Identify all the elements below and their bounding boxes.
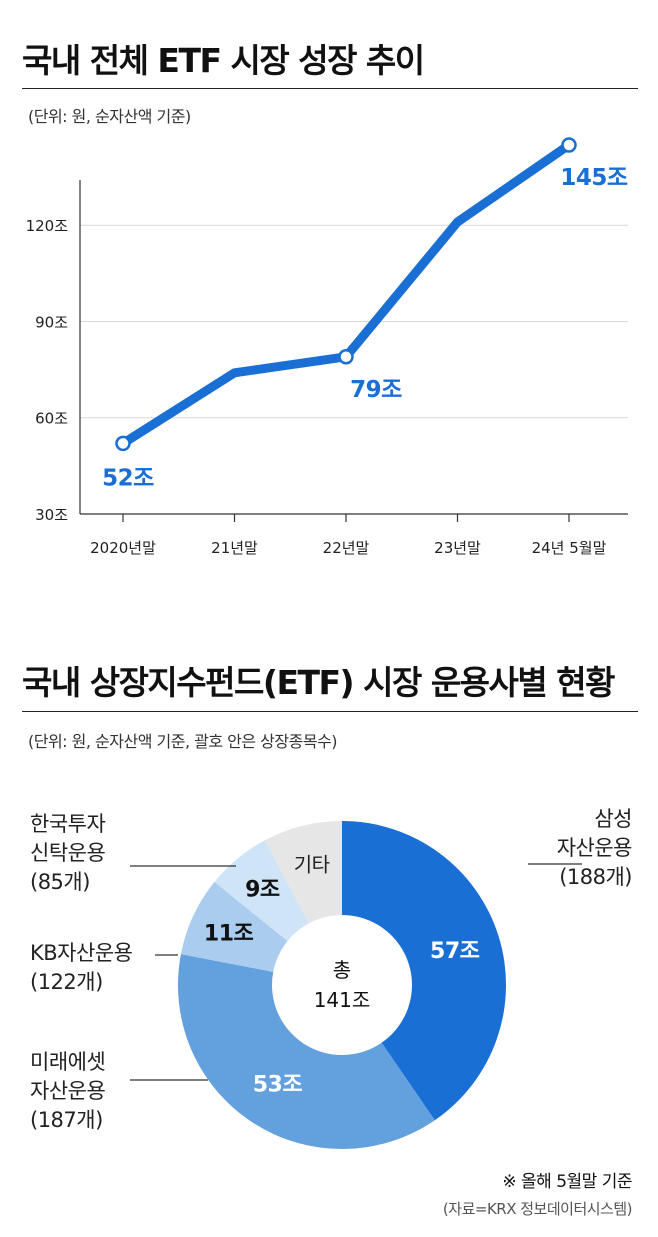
- slice-value-others: 기타: [294, 853, 330, 877]
- slice-value-korea-investment: 9조: [245, 878, 280, 903]
- slice-others: [264, 821, 342, 924]
- x-tick-label: 2020년말: [90, 539, 156, 557]
- slice-samsung: [342, 821, 506, 1121]
- line-chart-unit-note: (단위: 원, 순자산액 기준): [28, 107, 191, 126]
- donut-chart-unit-note: (단위: 원, 순자산액 기준, 괄호 안은 상장종목수): [28, 732, 338, 751]
- slice-korea-investment: [214, 840, 310, 942]
- line-chart: 30조 60조 90조 120조 2020년말 21년말 22년말 23년말 24년 5월말 52…: [26, 137, 628, 557]
- data-point-marker: [338, 349, 354, 365]
- donut-chart-title: 국내 상장지수펀드(ETF) 시장 운용사별 현황: [22, 663, 615, 702]
- source-note: (자료=KRX 정보데이터시스템): [442, 1200, 633, 1218]
- slice-kb: [180, 881, 288, 972]
- slice-name-korea-investment: 한국투자 신탁운용 (85개): [30, 812, 106, 894]
- x-tick-label: 24년 5월말: [532, 539, 607, 557]
- slice-value-kb: 11조: [204, 921, 254, 946]
- y-tick-label: 30조: [35, 506, 68, 524]
- slice-value-mirae: 53조: [253, 1073, 303, 1098]
- slice-name-mirae: 미래에셋 자산운용 (187개): [30, 1050, 106, 1132]
- slice-name-samsung: 삼성 자산운용 (188개): [556, 807, 633, 889]
- data-point-marker: [561, 137, 577, 153]
- x-tick-label: 21년말: [211, 539, 258, 557]
- data-label: 52조: [102, 465, 154, 491]
- center-value: 141조: [314, 988, 371, 1012]
- x-tick-label: 22년말: [323, 539, 370, 557]
- y-tick-label: 90조: [35, 313, 68, 331]
- slice-mirae: [178, 954, 435, 1149]
- y-tick-label: 60조: [35, 410, 68, 428]
- slice-value-samsung: 57조: [430, 939, 480, 964]
- data-label: 145조: [560, 165, 628, 191]
- data-label: 79조: [350, 377, 402, 403]
- title-rule: [22, 88, 638, 89]
- y-tick-label: 120조: [26, 217, 69, 235]
- center-label: 총: [333, 958, 351, 982]
- x-tick-label: 23년말: [434, 539, 481, 557]
- slice-name-kb: KB자산운용 (122개): [30, 941, 133, 994]
- data-point-marker: [115, 435, 131, 452]
- footnote: ※ 올해 5월말 기준: [502, 1172, 632, 1192]
- title-rule: [22, 711, 638, 712]
- line-chart-title: 국내 전체 ETF 시장 성장 추이: [22, 41, 425, 80]
